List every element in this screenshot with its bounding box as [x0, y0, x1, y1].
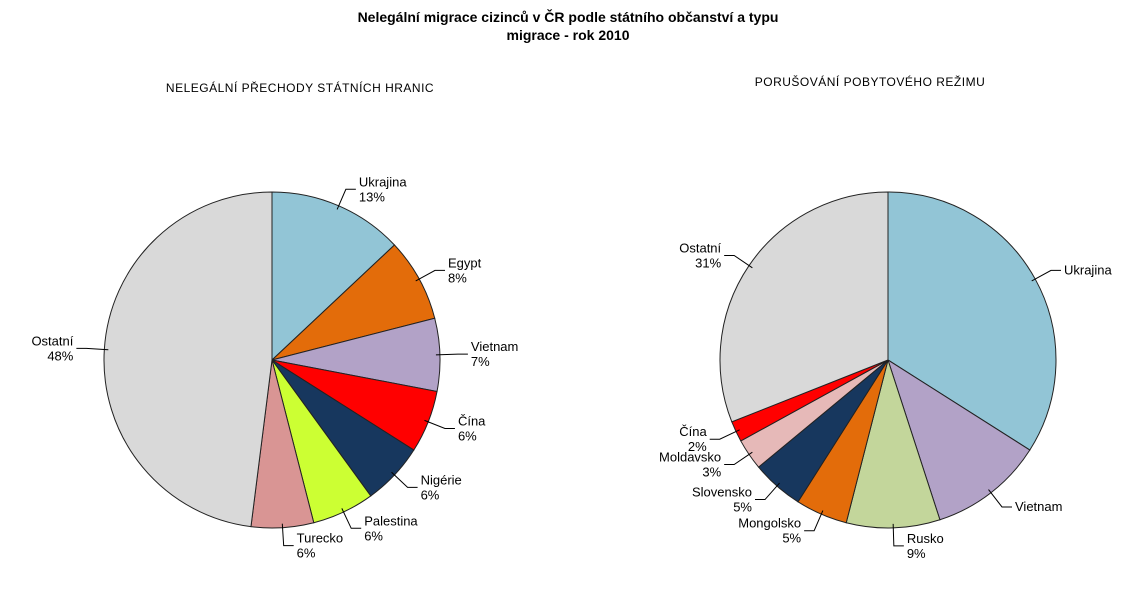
category-label: Ukrajina: [359, 174, 407, 189]
leader-line: [892, 523, 904, 547]
value-label: 7%: [471, 354, 490, 369]
leader-line: [341, 508, 362, 529]
leader-line: [281, 523, 294, 547]
chart-title: PORUŠOVÁNÍ POBYTOVÉHO REŽIMU: [755, 74, 985, 89]
leader-line: [724, 254, 753, 269]
value-label: 6%: [364, 528, 383, 543]
value-label: 6%: [458, 428, 477, 443]
slice-label: Moldavsko 3%: [659, 450, 722, 480]
slice-label: Ostatní 31%: [679, 240, 721, 270]
value-label: 6%: [421, 487, 440, 502]
slice-label: Ostatní 48%: [31, 333, 73, 363]
slice-label: Čína 6%: [458, 413, 486, 443]
value-label: 13%: [359, 189, 385, 204]
main-title: migrace - rok 2010: [507, 27, 630, 43]
category-label: Palestina: [364, 513, 418, 528]
leader-line: [804, 510, 824, 532]
leader-line: [435, 353, 468, 356]
category-label: Nigérie: [421, 472, 462, 487]
leader-line: [709, 429, 740, 440]
value-label: 2%: [688, 439, 707, 454]
slice-label: Nigérie 6%: [421, 472, 462, 502]
category-label: Ostatní: [31, 333, 73, 348]
category-label: Rusko: [907, 531, 944, 546]
leader-line: [76, 347, 109, 351]
leader-line: [391, 471, 418, 488]
pie-slice: [103, 191, 273, 528]
slice-label: Vietnam: [1015, 499, 1062, 514]
leader-line: [754, 482, 780, 501]
slice-label: Slovensko 5%: [692, 485, 752, 515]
value-label: 9%: [907, 546, 926, 561]
value-label: 8%: [448, 270, 467, 285]
slice-label: Vietnam 7%: [471, 339, 518, 369]
category-label: Turecko: [297, 531, 343, 546]
leader-line: [415, 269, 445, 282]
chart-title: NELEGÁLNÍ PŘECHODY STÁTNÍCH HRANIC: [166, 80, 434, 95]
category-label: Slovensko: [692, 485, 752, 500]
value-label: 31%: [695, 255, 721, 270]
category-label: Egypt: [448, 255, 482, 270]
value-label: 3%: [702, 465, 721, 480]
slice-label: Palestina 6%: [364, 513, 418, 543]
slice-label: Ukrajina 13%: [359, 174, 407, 204]
category-label: Ostatní: [679, 240, 721, 255]
category-label: Moldavsko: [659, 450, 721, 465]
value-label: 5%: [733, 500, 752, 515]
slice-label: Ukrajina: [1064, 262, 1112, 277]
category-label: Mongolsko: [738, 516, 801, 531]
value-label: 48%: [47, 348, 73, 363]
value-label: 5%: [782, 531, 801, 546]
slice-label: Turecko 6%: [297, 531, 343, 561]
category-label: Vietnam: [1015, 499, 1062, 514]
leader-line: [336, 188, 356, 210]
category-label: Ukrajina: [1064, 262, 1112, 277]
category-label: Vietnam: [471, 339, 518, 354]
slice-label: Mongolsko 5%: [738, 516, 801, 546]
leader-line: [424, 419, 455, 429]
slice-label: Egypt 8%: [448, 255, 482, 285]
category-label: Čína: [679, 424, 707, 439]
main-title: Nelegální migrace cizinců v ČR podle stá…: [358, 8, 779, 25]
value-label: 6%: [297, 546, 316, 561]
slice-label: Čína 2%: [679, 424, 707, 454]
leader-line: [1031, 269, 1061, 282]
slice-label: Rusko 9%: [907, 531, 944, 561]
category-label: Čína: [458, 413, 486, 428]
leader-line: [988, 489, 1013, 508]
leader-line: [724, 451, 753, 466]
